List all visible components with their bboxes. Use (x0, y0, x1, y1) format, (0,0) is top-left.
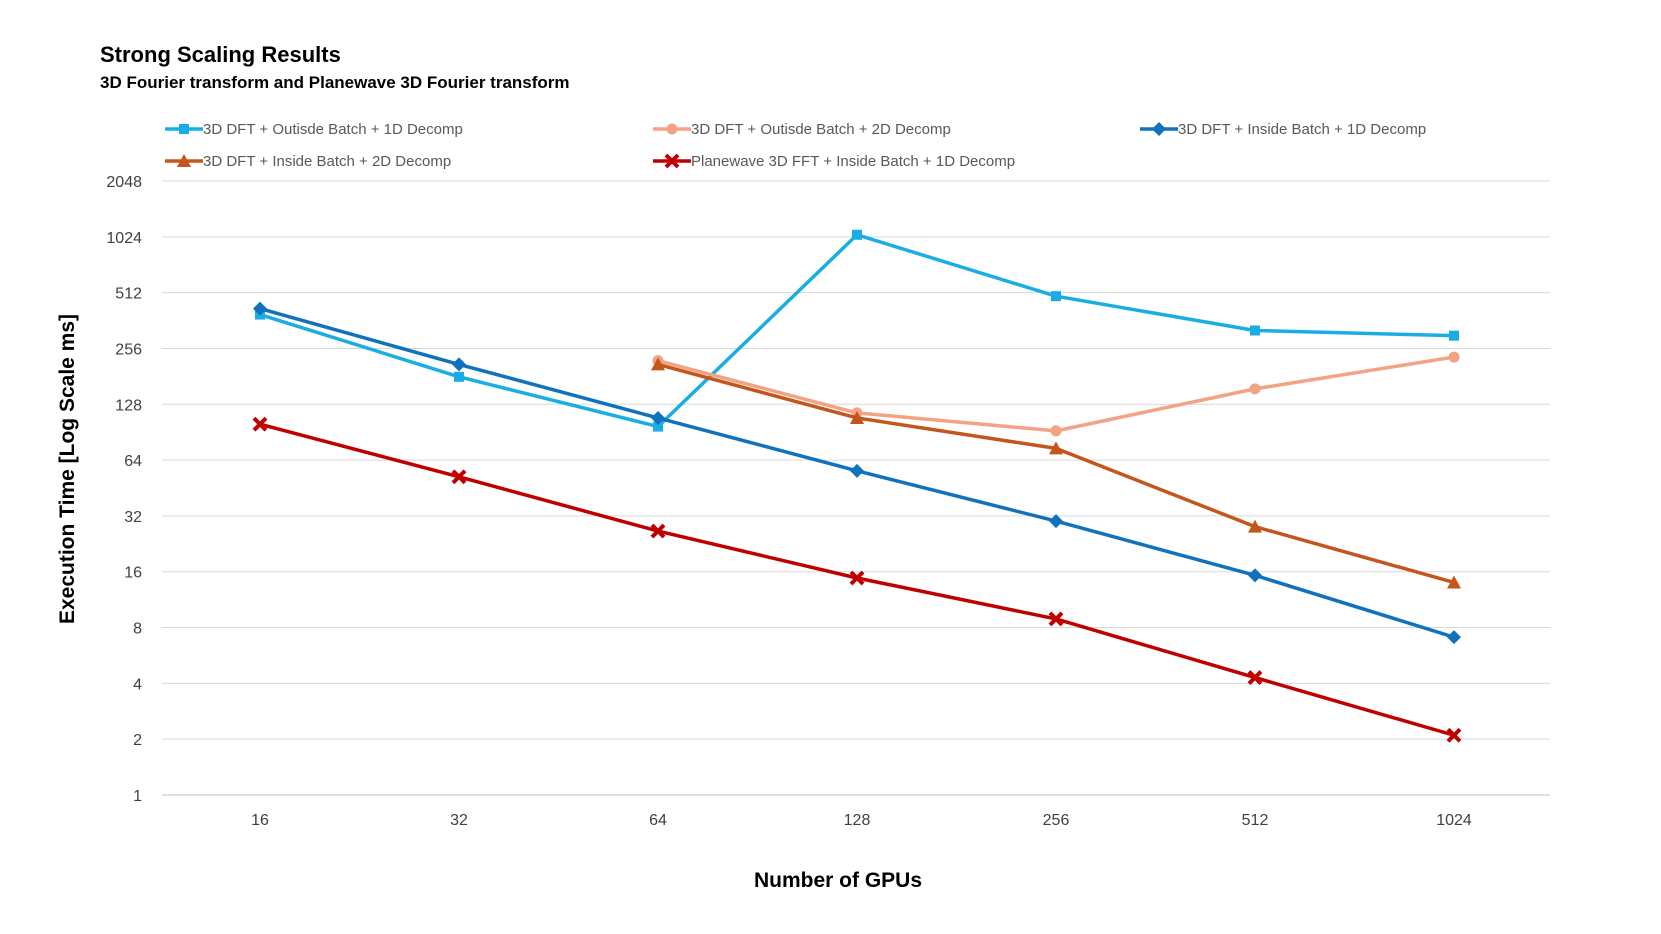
data-point (1446, 727, 1462, 743)
legend-marker (177, 154, 191, 167)
x-tick-label: 64 (649, 812, 667, 829)
data-point (651, 410, 665, 425)
y-tick-label: 2 (133, 732, 142, 749)
data-point (850, 410, 864, 424)
legend-label: 3D DFT + Inside Batch + 2D Decomp (203, 153, 451, 170)
y-tick-label: 16 (124, 565, 142, 582)
data-point (1248, 519, 1262, 533)
data-point (451, 469, 467, 485)
gridlines (162, 180, 1550, 796)
legend-marker (666, 123, 678, 135)
data-point (1048, 611, 1064, 627)
data-point (1049, 441, 1063, 455)
data-point (1447, 630, 1461, 645)
data-point (849, 570, 865, 586)
legend-marker (179, 124, 189, 134)
legend-entry: Planewave 3D FFT + Inside Batch + 1D Dec… (653, 153, 1015, 170)
data-point (1248, 568, 1262, 583)
y-tick-label: 64 (124, 453, 142, 470)
y-tick-label: 512 (115, 286, 142, 303)
data-point (651, 357, 665, 371)
data-point (653, 421, 663, 432)
data-point (1247, 670, 1263, 685)
series-5 (252, 416, 1462, 743)
series-1 (255, 229, 1459, 432)
data-point (1249, 383, 1261, 395)
x-axis-title: Number of GPUs (754, 869, 922, 892)
y-axis-title: Execution Time [Log Scale ms] (56, 314, 79, 624)
chart-subtitle: 3D Fourier transform and Planewave 3D Fo… (100, 73, 570, 92)
legend-entry: 3D DFT + Inside Batch + 1D Decomp (1140, 121, 1426, 138)
x-axis-ticks: 16 32 64 128 256 512 1024 (251, 812, 1472, 829)
data-point (1049, 514, 1063, 529)
legend-entry: 3D DFT + Outisde Batch + 2D Decomp (653, 121, 951, 138)
legend-entry: 3D DFT + Inside Batch + 2D Decomp (165, 153, 451, 170)
data-point (1050, 425, 1062, 437)
series-3 (253, 301, 1461, 645)
y-tick-label: 8 (133, 621, 142, 638)
y-tick-label: 1 (133, 788, 142, 805)
legend-marker (1152, 122, 1166, 136)
data-point (452, 357, 466, 372)
legend-label: 3D DFT + Inside Batch + 1D Decomp (1178, 121, 1426, 138)
y-tick-label: 128 (115, 397, 142, 414)
x-tick-label: 512 (1242, 812, 1269, 829)
data-point (852, 229, 862, 240)
y-tick-label: 1024 (106, 230, 142, 247)
legend: 3D DFT + Outisde Batch + 1D Decomp 3D DFT… (165, 121, 1426, 170)
x-tick-label: 256 (1043, 812, 1070, 829)
data-point (1448, 351, 1460, 363)
data-point (253, 301, 267, 316)
legend-marker (664, 153, 680, 169)
data-point (252, 416, 268, 432)
x-tick-label: 32 (450, 812, 468, 829)
data-point (1447, 575, 1461, 589)
series-4 (651, 357, 1461, 589)
data-point (454, 371, 464, 382)
legend-label: 3D DFT + Outisde Batch + 1D Decomp (203, 121, 463, 138)
legend-label: Planewave 3D FFT + Inside Batch + 1D Dec… (691, 153, 1015, 170)
x-tick-label: 128 (844, 812, 871, 829)
data-point (1449, 330, 1459, 341)
y-tick-label: 32 (124, 509, 142, 526)
series-line (657, 355, 1455, 433)
data-point (850, 463, 864, 478)
data-point (650, 523, 666, 539)
legend-entry: 3D DFT + Outisde Batch + 1D Decomp (165, 121, 463, 138)
x-tick-label: 1024 (1436, 812, 1472, 829)
legend-label: 3D DFT + Outisde Batch + 2D Decomp (691, 121, 951, 138)
y-tick-label: 4 (133, 676, 142, 693)
series-group (252, 229, 1462, 743)
y-axis-ticks: 1 2 4 8 16 32 64 128 256 512 1024 2048 (106, 174, 142, 805)
series-line (657, 362, 1455, 585)
y-tick-label: 256 (115, 341, 142, 358)
chart-title: Strong Scaling Results (100, 42, 341, 67)
series-line (259, 233, 1455, 429)
x-tick-label: 16 (251, 812, 269, 829)
data-point (1051, 291, 1061, 302)
data-point (1250, 325, 1260, 336)
y-tick-label: 2048 (106, 174, 142, 191)
